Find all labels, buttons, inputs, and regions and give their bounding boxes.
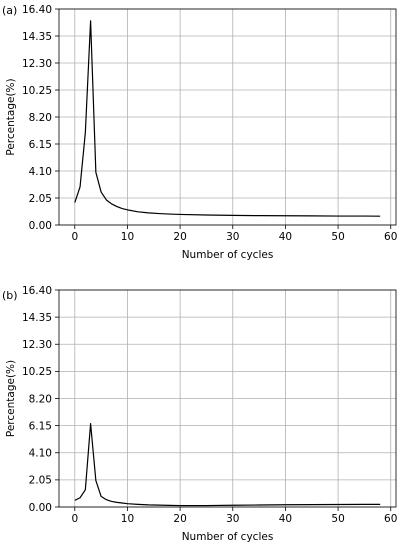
y-tick-label: 4.10 [29,166,52,178]
y-tick-label: 16.40 [22,285,52,297]
x-tick-label: 30 [226,231,239,243]
y-axis-label: Percentage(%) [5,360,17,437]
y-tick-label: 2.05 [29,475,52,487]
x-tick-label: 50 [331,231,344,243]
panel-label: (b) [2,289,18,302]
y-tick-label: 6.15 [29,420,52,432]
x-tick-label: 60 [384,513,397,525]
series-line [74,423,381,507]
chart-panel-b: 0 10 20 30 40 50 60 0.00 2.05 4.10 6.15 8.20 10.25 12… [2,285,397,543]
series-line [74,20,381,217]
x-tick-label: 20 [173,513,186,525]
x-tick-label: 40 [279,231,292,243]
panel-label: (a) [2,4,17,17]
y-tick-label: 8.20 [29,393,52,405]
y-tick-label: 6.15 [29,139,52,151]
x-tick-label: 0 [71,513,78,525]
y-tick-label: 4.10 [29,448,52,460]
y-tick-label: 16.40 [22,4,52,16]
x-tick-label: 20 [173,231,186,243]
x-tick-label: 10 [121,513,134,525]
x-tick-label: 10 [121,231,134,243]
chart-panel-a: 0 10 20 30 40 50 60 0.00 2.05 4.10 6.15 8.20 10.25 12… [2,4,397,261]
grid [59,289,396,508]
y-tick-label: 12.30 [22,339,52,351]
y-tick-label: 12.30 [22,58,52,70]
x-tick-label: 60 [384,231,397,243]
y-tick-label: 8.20 [29,112,52,124]
y-tick-label: 14.35 [22,31,52,43]
x-axis-label: Number of cycles [182,531,274,543]
y-tick-label: 2.05 [29,193,52,205]
grid [59,8,396,226]
y-tick-label: 0.00 [29,502,52,514]
y-tick-label: 14.35 [22,312,52,324]
y-tick-label: 10.25 [22,366,52,378]
y-tick-label: 0.00 [29,220,52,232]
x-tick-label: 40 [279,513,292,525]
x-tick-label: 50 [331,513,344,525]
y-axis-label: Percentage(%) [5,78,17,155]
x-tick-label: 30 [226,513,239,525]
x-axis-label: Number of cycles [182,249,274,261]
x-tick-label: 0 [71,231,78,243]
y-tick-label: 10.25 [22,85,52,97]
